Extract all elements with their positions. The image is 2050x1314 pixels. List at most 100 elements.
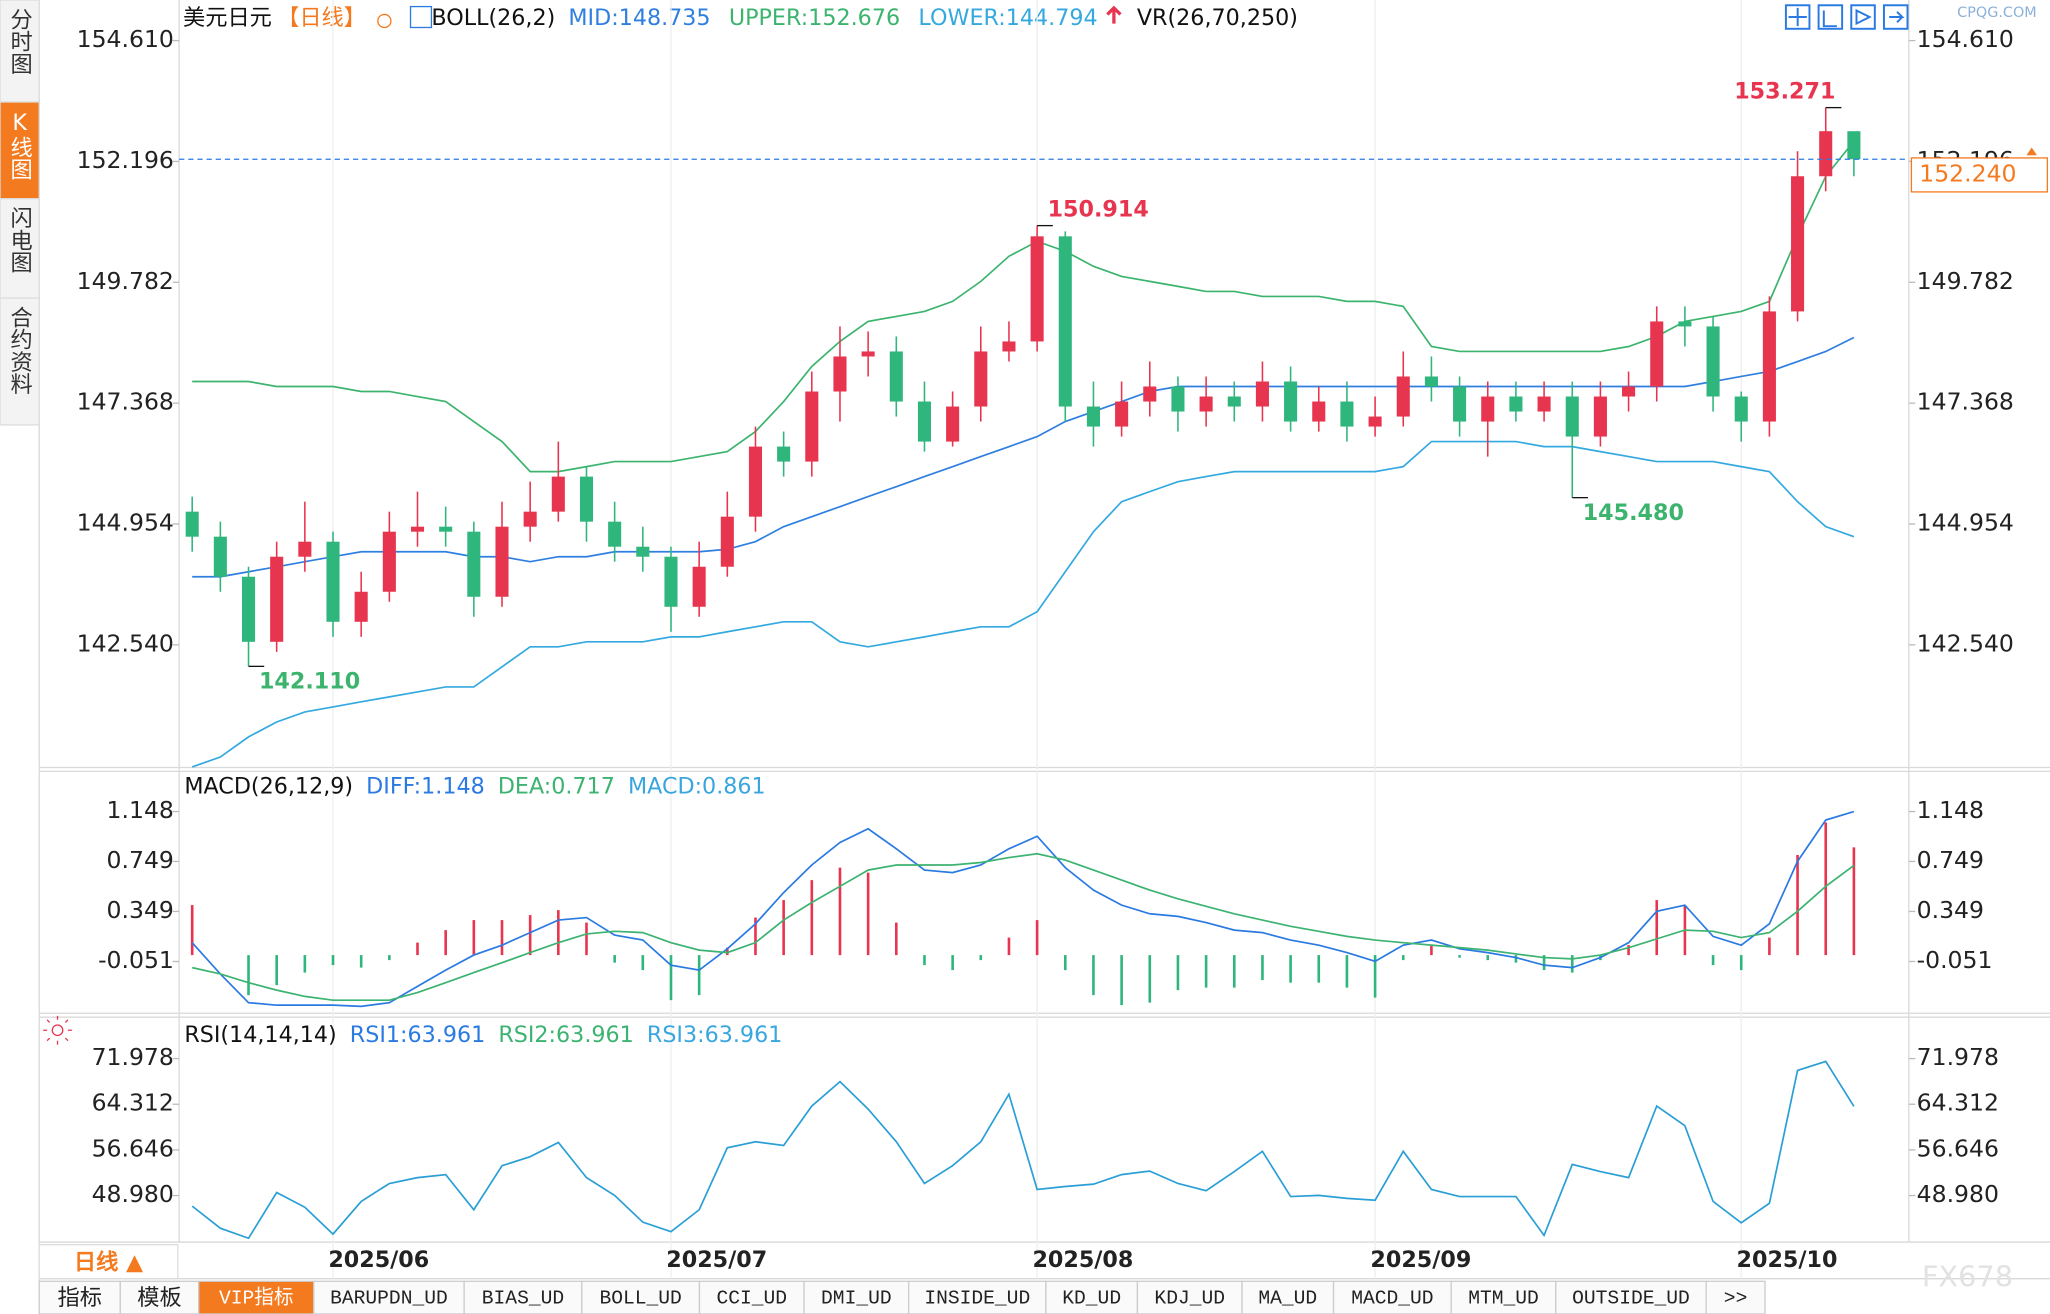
indicator-tab-label[interactable]: VIP指标 <box>219 1286 294 1309</box>
candle-body <box>495 526 509 597</box>
last-price-label: 152.240 <box>1919 159 2016 187</box>
indicator-tab-label[interactable]: BOLL_UD <box>599 1287 681 1309</box>
candle-body <box>692 566 706 607</box>
x-tick-label: 2025/08 <box>1032 1247 1133 1273</box>
watermark: CPQG.COM <box>1957 5 2036 21</box>
candle-body <box>241 576 256 642</box>
candle-body <box>1030 236 1044 342</box>
indicator-tab-label[interactable]: 模板 <box>137 1285 181 1311</box>
legend-text: DIFF:1.148 <box>366 774 485 800</box>
candle-body <box>1255 381 1269 407</box>
indicator-tab-label[interactable]: >> <box>1724 1287 1748 1309</box>
icon <box>377 13 392 29</box>
legend-text: VR(26,70,250) <box>1137 5 1298 31</box>
legend-text: BOLL(26,2) <box>431 5 555 31</box>
candle-body <box>1199 396 1213 412</box>
candle-body <box>439 526 453 532</box>
candle-body <box>1396 376 1410 417</box>
x-tick-label: 2025/06 <box>328 1247 429 1273</box>
indicator-tab-label[interactable]: MA_UD <box>1258 1287 1317 1309</box>
last-price-box <box>1910 157 2049 193</box>
x-tick-label: 2025/09 <box>1370 1247 1471 1273</box>
candle-body <box>410 526 425 532</box>
candle-body <box>1650 321 1664 387</box>
candle-body <box>777 446 791 462</box>
candle-body <box>467 531 481 597</box>
y-tick-label: 0.349 <box>107 896 174 924</box>
sidebar-tab[interactable] <box>0 297 40 426</box>
y-tick-label: 152.196 <box>77 146 174 174</box>
candle-body <box>1678 321 1692 327</box>
extreme-label: 153.271 <box>1734 78 1835 104</box>
sidebar-tab-label[interactable]: 分时图 <box>7 7 33 74</box>
indicator-tab-label[interactable]: BARUPDN_UD <box>330 1287 448 1309</box>
candle-body <box>185 511 199 537</box>
sidebar-tab[interactable] <box>0 0 40 103</box>
candle-body <box>1284 381 1298 422</box>
y-tick-label: 144.954 <box>77 508 174 536</box>
indicator-tab-label[interactable]: OUTSIDE_UD <box>1572 1287 1690 1309</box>
y-tick-label: 71.978 <box>1917 1043 1999 1071</box>
legend-text: MACD:0.861 <box>628 774 766 800</box>
candle-body <box>270 556 284 642</box>
extreme-label: 145.480 <box>1583 500 1684 526</box>
indicator-tab-label[interactable]: MACD_UD <box>1351 1287 1433 1309</box>
candle-body <box>1481 396 1495 422</box>
candle-body <box>1453 386 1467 422</box>
rsi-line <box>191 1060 1855 1240</box>
indicator-tab[interactable] <box>1136 1280 1243 1314</box>
candle-body <box>354 591 368 622</box>
toolbar-icons[interactable] <box>1784 4 1909 30</box>
y-tick-label: 48.980 <box>92 1180 174 1208</box>
candle-body <box>1312 401 1326 422</box>
last-price-arrow <box>2026 147 2037 156</box>
candle-body <box>1509 396 1523 412</box>
sidebar-tab-label[interactable]: K线图 <box>7 110 33 181</box>
candle-body <box>551 476 565 512</box>
indicator-tab[interactable] <box>907 1280 1047 1314</box>
y-tick-label: 0.749 <box>1917 846 1984 874</box>
y-tick-label: 147.368 <box>1917 388 2014 416</box>
indicator-tab[interactable] <box>38 1280 121 1314</box>
candle-body <box>1424 376 1438 387</box>
candle-body <box>805 391 819 462</box>
y-tick-label: 149.782 <box>77 267 174 295</box>
indicator-tab-label[interactable]: CCI_UD <box>716 1287 787 1309</box>
sidebar-tab[interactable] <box>0 101 40 200</box>
indicator-tab-label[interactable]: KD_UD <box>1062 1287 1121 1309</box>
icon <box>409 5 433 29</box>
indicator-tab-label[interactable]: KDJ_UD <box>1154 1287 1225 1309</box>
candle-body <box>1734 396 1748 422</box>
candle-body <box>1058 236 1072 407</box>
candle-body <box>1622 386 1636 397</box>
indicator-tab[interactable] <box>313 1280 465 1314</box>
period-button[interactable] <box>38 1244 179 1280</box>
candle-body <box>1706 326 1720 397</box>
indicator-tab[interactable] <box>463 1280 583 1314</box>
candle-body <box>1002 341 1016 352</box>
boll-line <box>192 140 1855 473</box>
candle-body <box>298 541 312 557</box>
candle-body <box>748 446 763 517</box>
y-tick-label: 56.646 <box>92 1134 174 1162</box>
candle-body <box>861 351 875 357</box>
frame <box>38 0 2050 1314</box>
period-button-label[interactable]: 日线 ▲ <box>74 1248 144 1275</box>
legend-text: RSI1:63.961 <box>350 1022 485 1048</box>
indicator-tab-label[interactable]: 指标 <box>58 1285 102 1311</box>
sidebar-tab-label[interactable]: 闪电图 <box>7 206 33 273</box>
candle-body <box>1171 386 1185 412</box>
sidebar-tab-label[interactable]: 合约资料 <box>7 306 33 396</box>
indicator-tab[interactable] <box>198 1280 315 1314</box>
candle-body <box>1340 401 1354 427</box>
indicator-tab-label[interactable]: MTM_UD <box>1468 1287 1539 1309</box>
indicator-tab[interactable] <box>1450 1280 1557 1314</box>
indicator-tab-label[interactable]: BIAS_UD <box>482 1287 564 1309</box>
y-tick-label: -0.051 <box>98 946 174 974</box>
indicator-tab[interactable] <box>1705 1280 1766 1314</box>
indicator-tab[interactable] <box>581 1280 701 1314</box>
indicator-tab-label[interactable]: DMI_UD <box>821 1287 892 1309</box>
indicator-tab-label[interactable]: INSIDE_UD <box>924 1287 1030 1309</box>
